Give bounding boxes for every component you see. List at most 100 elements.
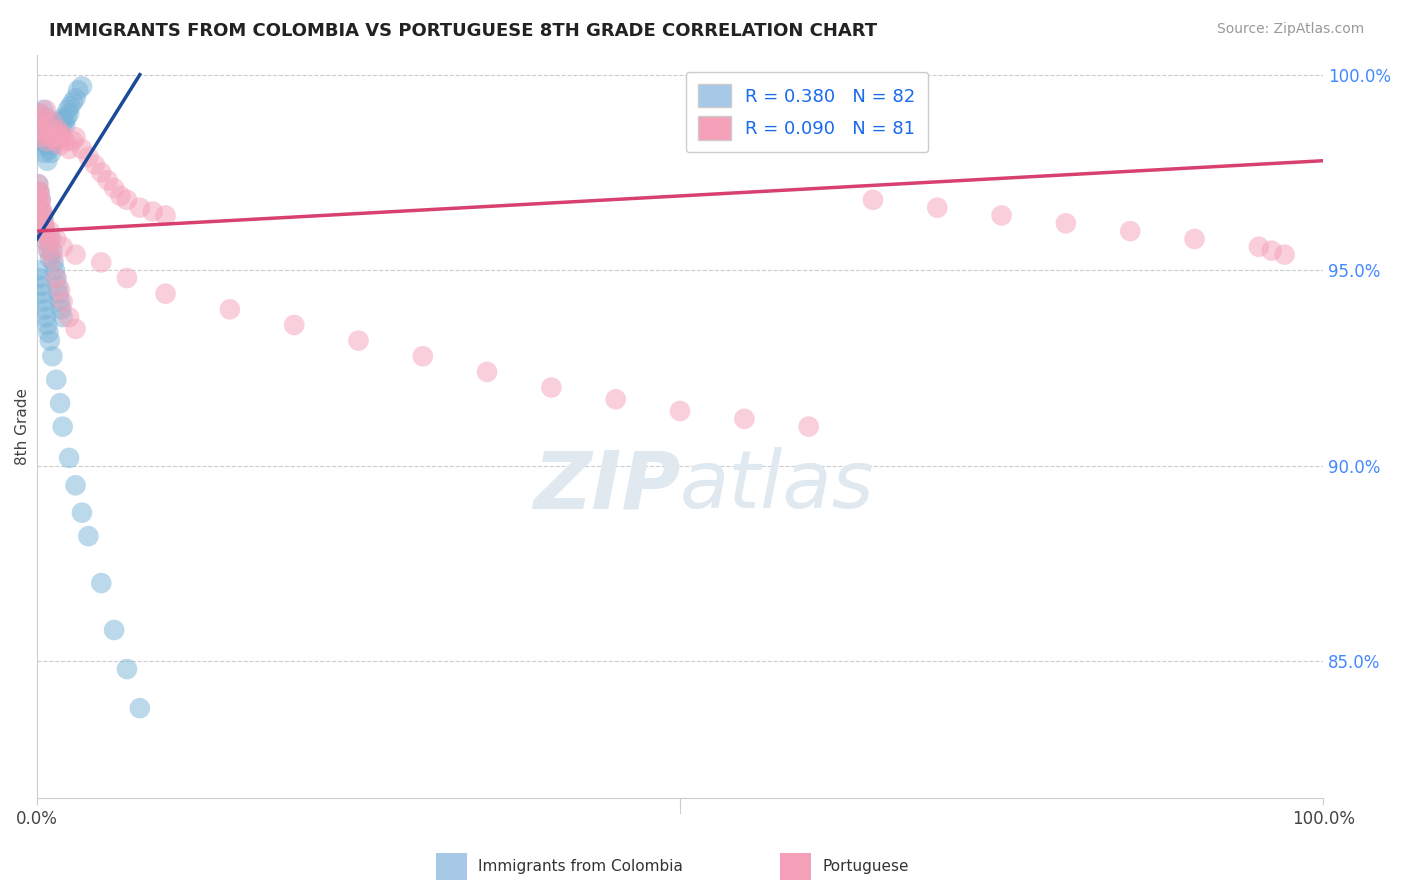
Point bbox=[34, 302, 56, 317]
Point bbox=[28, 185, 51, 199]
Point bbox=[37, 235, 59, 250]
Point bbox=[34, 220, 56, 235]
Point bbox=[155, 286, 177, 301]
Point bbox=[52, 240, 75, 254]
Point bbox=[155, 209, 177, 223]
Point bbox=[51, 302, 73, 317]
Point bbox=[37, 126, 59, 140]
Point bbox=[56, 103, 79, 117]
Point bbox=[37, 235, 59, 250]
Point bbox=[52, 111, 75, 125]
Point bbox=[32, 212, 55, 227]
Point bbox=[45, 119, 67, 133]
Point bbox=[35, 227, 58, 242]
Point bbox=[49, 294, 72, 309]
Point bbox=[52, 130, 75, 145]
Point bbox=[38, 119, 60, 133]
Point bbox=[31, 204, 53, 219]
Point bbox=[65, 130, 87, 145]
Point bbox=[65, 247, 87, 261]
Point bbox=[540, 380, 562, 394]
Point bbox=[38, 232, 60, 246]
Point bbox=[110, 189, 132, 203]
Bar bbox=[436, 853, 467, 880]
Point bbox=[30, 126, 52, 140]
Point bbox=[52, 310, 75, 325]
Point bbox=[32, 111, 55, 125]
Point bbox=[412, 349, 434, 363]
Point bbox=[1260, 244, 1282, 258]
Point bbox=[31, 134, 53, 148]
Point bbox=[65, 478, 87, 492]
Text: Source: ZipAtlas.com: Source: ZipAtlas.com bbox=[1216, 22, 1364, 37]
Text: Immigrants from Colombia: Immigrants from Colombia bbox=[478, 859, 683, 874]
Point bbox=[62, 95, 84, 109]
Point bbox=[128, 201, 150, 215]
Point bbox=[45, 271, 67, 285]
Point bbox=[51, 119, 73, 133]
Point bbox=[30, 278, 52, 293]
Point bbox=[34, 220, 56, 235]
Point bbox=[28, 271, 51, 285]
Point bbox=[48, 114, 70, 128]
Point bbox=[35, 138, 58, 153]
Point bbox=[49, 396, 72, 410]
Point bbox=[65, 91, 87, 105]
Y-axis label: 8th Grade: 8th Grade bbox=[15, 388, 30, 465]
Point bbox=[45, 373, 67, 387]
Point bbox=[58, 142, 80, 156]
Point bbox=[53, 134, 76, 148]
Text: atlas: atlas bbox=[681, 447, 875, 525]
Point bbox=[58, 107, 80, 121]
Point bbox=[38, 244, 60, 258]
Point bbox=[115, 662, 138, 676]
Point bbox=[77, 150, 100, 164]
Point bbox=[927, 201, 949, 215]
Point bbox=[28, 193, 51, 207]
Point bbox=[1184, 232, 1206, 246]
Point bbox=[44, 126, 66, 140]
Point bbox=[32, 130, 55, 145]
Point bbox=[103, 181, 125, 195]
Point bbox=[28, 130, 51, 145]
Point bbox=[90, 576, 112, 591]
Point bbox=[34, 126, 56, 140]
Point bbox=[34, 122, 56, 136]
Point bbox=[35, 111, 58, 125]
Point bbox=[41, 130, 63, 145]
Point bbox=[38, 130, 60, 145]
Point bbox=[45, 130, 67, 145]
Point bbox=[28, 185, 51, 199]
Point bbox=[42, 255, 65, 269]
Point bbox=[1274, 247, 1296, 261]
Point bbox=[32, 216, 55, 230]
Bar bbox=[780, 853, 811, 880]
Point bbox=[1054, 216, 1077, 230]
Point bbox=[32, 212, 55, 227]
Point bbox=[58, 310, 80, 325]
Point bbox=[27, 185, 49, 199]
Point bbox=[1247, 240, 1270, 254]
Point bbox=[28, 138, 51, 153]
Point bbox=[77, 529, 100, 543]
Point bbox=[862, 193, 884, 207]
Point bbox=[83, 158, 105, 172]
Point bbox=[67, 83, 90, 97]
Point bbox=[41, 244, 63, 258]
Text: IMMIGRANTS FROM COLOMBIA VS PORTUGUESE 8TH GRADE CORRELATION CHART: IMMIGRANTS FROM COLOMBIA VS PORTUGUESE 8… bbox=[49, 22, 877, 40]
Point bbox=[35, 103, 58, 117]
Point bbox=[65, 322, 87, 336]
Point bbox=[41, 138, 63, 153]
Point bbox=[30, 193, 52, 207]
Legend: R = 0.380   N = 82, R = 0.090   N = 81: R = 0.380 N = 82, R = 0.090 N = 81 bbox=[686, 71, 928, 153]
Point bbox=[45, 134, 67, 148]
Point bbox=[31, 286, 53, 301]
Point bbox=[70, 142, 93, 156]
Point bbox=[27, 114, 49, 128]
Point bbox=[52, 294, 75, 309]
Point bbox=[115, 271, 138, 285]
Point bbox=[31, 209, 53, 223]
Point bbox=[27, 177, 49, 191]
Point bbox=[605, 392, 627, 407]
Point bbox=[90, 165, 112, 179]
